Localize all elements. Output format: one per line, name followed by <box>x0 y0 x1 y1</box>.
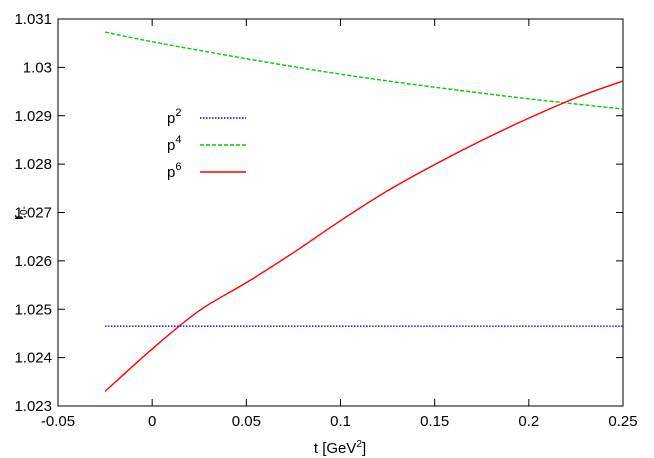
x-tick-label: 0.15 <box>420 413 449 430</box>
x-tick-labels: -0.05 0 0.05 0.1 0.15 0.2 0.25 <box>41 413 638 430</box>
x-axis-label: t [GeV2] <box>314 439 366 457</box>
plot-frame <box>57 18 624 407</box>
x-tick-label: 0.25 <box>608 413 637 430</box>
y-tick-label: 1.025 <box>14 301 52 318</box>
y-tick-label: 1.029 <box>14 108 52 125</box>
series-lines <box>104 31 624 393</box>
series-line-p6 <box>104 80 624 393</box>
y-tick-label: 1.028 <box>14 156 52 173</box>
y-tick-label: 1.03 <box>23 59 52 76</box>
x-tick-label: -0.05 <box>41 413 75 430</box>
axis-ticks <box>57 18 624 407</box>
legend: p2 p4 p6 <box>167 107 246 181</box>
y-tick-label: 1.027 <box>14 205 52 222</box>
legend-label-p2: p2 <box>167 107 181 127</box>
x-tick-label: 0.05 <box>232 413 261 430</box>
x-tick-label: 0.1 <box>330 413 351 430</box>
y-tick-label: 1.024 <box>14 350 52 367</box>
legend-label-p6: p6 <box>167 161 181 181</box>
y-tick-label: 1.023 <box>14 398 52 415</box>
y-tick-label: 1.031 <box>14 11 52 28</box>
y-tick-labels: 1.0231.0241.0251.0261.0271.0281.0291.031… <box>14 11 52 415</box>
series-line-p4 <box>104 31 624 110</box>
y-axis-label: r0- <box>10 206 30 220</box>
y-tick-label: 1.026 <box>14 253 52 270</box>
x-tick-label: 0 <box>148 413 156 430</box>
legend-label-p4: p4 <box>167 134 181 154</box>
x-tick-label: 0.2 <box>518 413 539 430</box>
